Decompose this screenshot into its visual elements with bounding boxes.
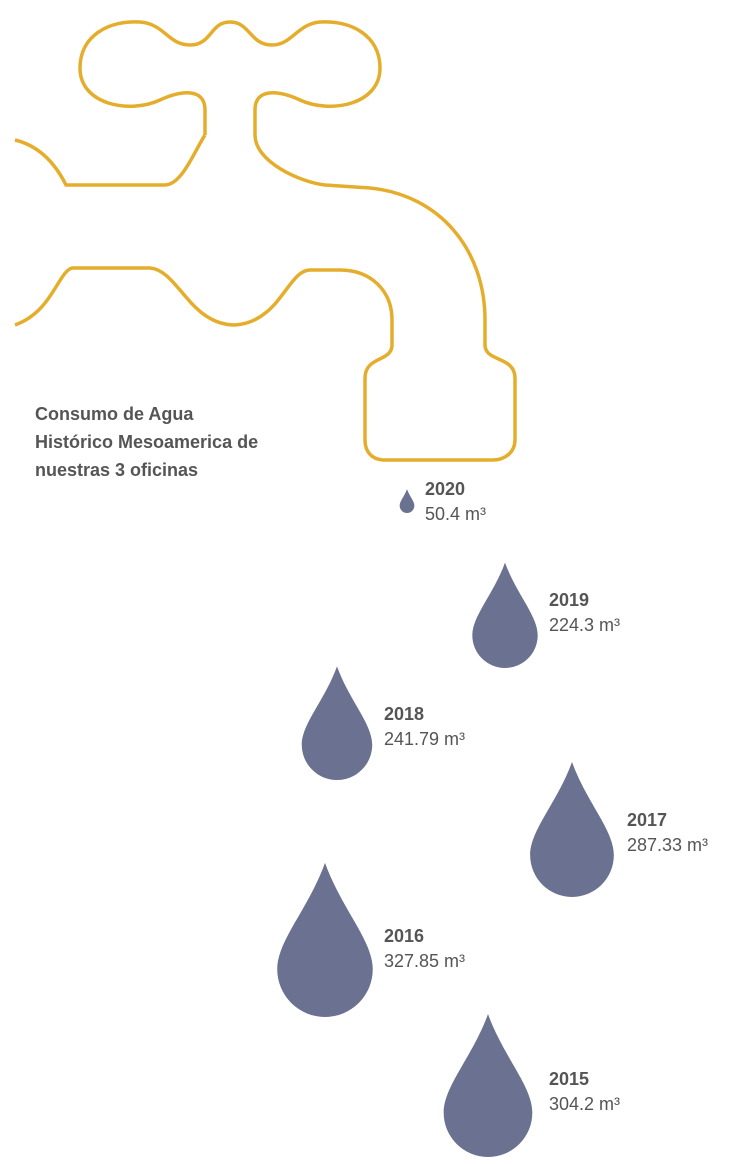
faucet — [15, 22, 515, 460]
year-label: 2019 — [549, 590, 589, 610]
drop — [302, 666, 372, 780]
drop — [444, 1014, 533, 1157]
faucet-arm — [15, 135, 205, 185]
year-label: 2016 — [384, 926, 424, 946]
drop — [530, 762, 614, 897]
year-label: 2020 — [425, 479, 465, 499]
drop — [277, 863, 373, 1017]
value-label: 287.33 m³ — [627, 835, 708, 855]
value-label: 304.2 m³ — [549, 1094, 620, 1114]
year-label: 2015 — [549, 1069, 589, 1089]
value-label: 241.79 m³ — [384, 729, 465, 749]
value-label: 224.3 m³ — [549, 615, 620, 635]
chart: 2020 50.4 m³ 2019 224.3 m³ 2018 241.79 m³ 2017… — [0, 0, 735, 1164]
chart-title: Consumo de Agua Histórico Mesoamerica de… — [35, 400, 275, 484]
page: 2020 50.4 m³ 2019 224.3 m³ 2018 241.79 m³ 2017… — [0, 0, 735, 1164]
year-label: 2017 — [627, 810, 667, 830]
value-label: 50.4 m³ — [425, 504, 486, 524]
drop — [472, 563, 537, 668]
faucet-body — [15, 22, 515, 460]
drop — [400, 489, 415, 513]
year-label: 2018 — [384, 704, 424, 724]
value-label: 327.85 m³ — [384, 951, 465, 971]
